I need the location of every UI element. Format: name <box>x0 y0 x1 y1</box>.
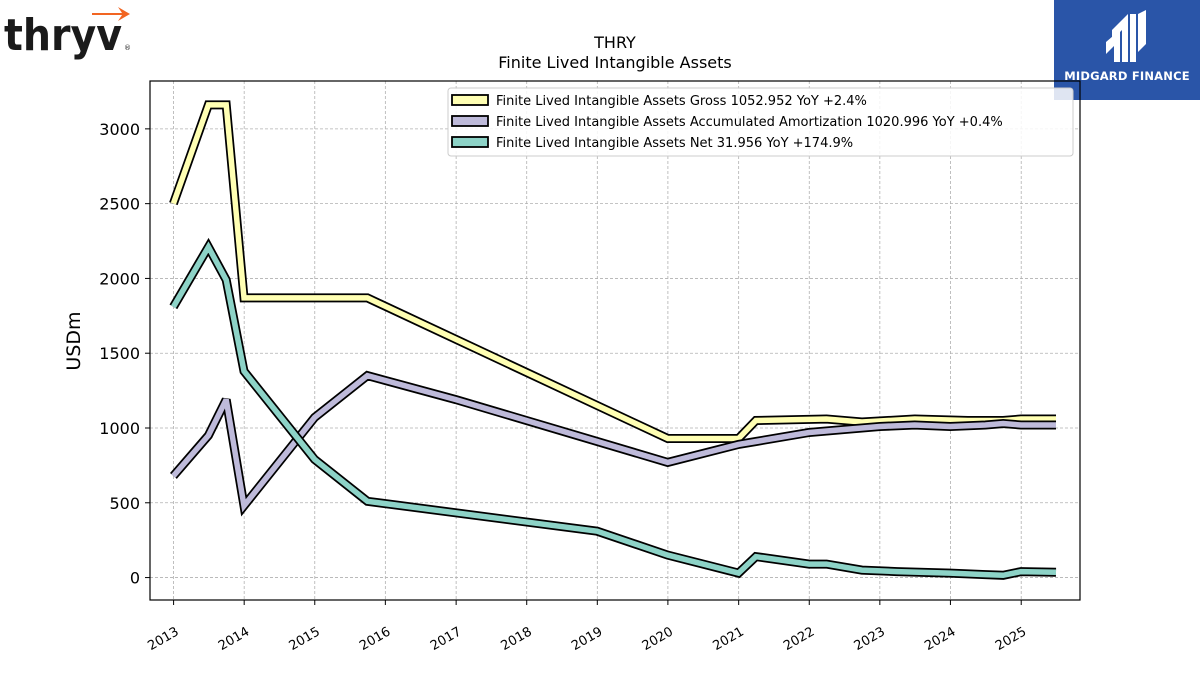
grid-lines <box>150 81 1080 600</box>
x-tick-label: 2022 <box>781 624 817 654</box>
chart-subtitle: Finite Lived Intangible Assets <box>498 53 731 72</box>
series-3 <box>169 237 1057 580</box>
y-tick-label: 2500 <box>99 195 140 214</box>
series-2 <box>169 370 1056 517</box>
series-line-outline <box>169 370 1056 517</box>
x-tick-label: 2017 <box>428 624 464 654</box>
midgard-emblem-icon <box>1106 10 1146 62</box>
legend-entry-label: Finite Lived Intangible Assets Net 31.95… <box>496 136 853 151</box>
series-lines <box>169 100 1057 580</box>
legend-swatch <box>451 115 489 127</box>
x-tick-label: 2021 <box>711 624 747 654</box>
registered-mark: ® <box>124 44 131 52</box>
y-axis-label: USDm <box>63 311 85 370</box>
y-axis-ticks: 0 500 1000 1500 2000 2500 3000 <box>99 120 150 588</box>
x-tick-label: 2019 <box>569 624 605 654</box>
x-tick-label: 2025 <box>993 624 1029 654</box>
x-tick-label: 2015 <box>287 624 323 654</box>
midgard-finance-logo: MIDGARD FINANCE <box>1054 0 1200 100</box>
y-tick-label: 3000 <box>99 120 140 139</box>
y-tick-label: 2000 <box>99 269 140 288</box>
x-tick-label: 2023 <box>852 624 888 654</box>
x-tick-label: 2014 <box>216 624 252 654</box>
y-tick-label: 0 <box>130 569 140 588</box>
legend: Finite Lived Intangible Assets Gross 105… <box>447 87 1074 157</box>
midgard-finance-logo-text: MIDGARD FINANCE <box>1064 69 1190 83</box>
y-tick-label: 1500 <box>99 344 140 363</box>
legend-swatch <box>451 136 489 148</box>
legend-entry-label: Finite Lived Intangible Assets Accumulat… <box>496 115 1003 130</box>
legend-entry-label: Finite Lived Intangible Assets Gross 105… <box>496 94 867 109</box>
series-line <box>171 241 1057 579</box>
legend-swatch <box>451 94 489 106</box>
x-tick-label: 2013 <box>145 624 181 654</box>
plot-area-frame <box>149 80 1081 601</box>
x-axis-ticks: 2013 2014 2015 2016 2017 2018 2019 2020 2021 2022… <box>145 600 1029 654</box>
series-line <box>171 372 1056 513</box>
x-tick-label: 2018 <box>499 624 535 654</box>
y-tick-label: 1000 <box>99 419 140 438</box>
y-tick-label: 500 <box>109 494 140 513</box>
thryv-logo: thryv ® <box>4 4 134 61</box>
chart-title: THRY <box>593 33 636 52</box>
x-tick-label: 2024 <box>922 624 958 654</box>
thryv-logo-text: thryv <box>4 10 122 60</box>
legend-box <box>447 87 1074 157</box>
x-tick-label: 2016 <box>357 624 393 654</box>
orange-arrow-icon <box>92 7 130 21</box>
x-tick-label: 2020 <box>640 624 676 654</box>
